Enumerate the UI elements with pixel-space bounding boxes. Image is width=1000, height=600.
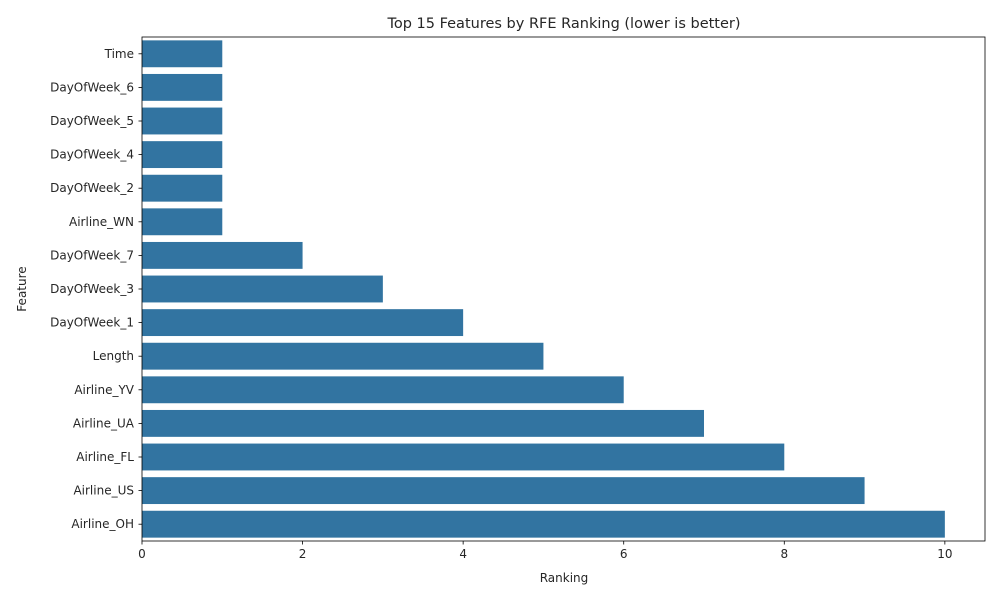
y-tick-label: DayOfWeek_1	[50, 316, 134, 330]
bar-airline-ua	[142, 409, 704, 437]
y-tick-label: Airline_UA	[73, 416, 135, 430]
bar-airline-fl	[142, 443, 785, 471]
plot-frame	[141, 36, 986, 542]
y-axis-label: Feature	[15, 266, 29, 311]
bar-dayofweek-4	[142, 141, 223, 169]
y-tick-label: DayOfWeek_7	[50, 248, 134, 262]
bar-airline-oh	[142, 510, 945, 538]
x-tick-label: 0	[138, 547, 146, 561]
bars-layer	[142, 40, 945, 538]
y-tick-label: Airline_OH	[71, 517, 134, 531]
x-tick-label: 4	[459, 547, 467, 561]
y-tick-label: Airline_WN	[69, 215, 134, 229]
x-tick-label: 2	[299, 547, 307, 561]
bar-dayofweek-6	[142, 73, 223, 101]
bar-dayofweek-7	[142, 241, 303, 269]
bar-dayofweek-2	[142, 174, 223, 202]
y-tick-label: DayOfWeek_2	[50, 181, 134, 195]
y-tick-label: Length	[93, 349, 134, 363]
y-tick-label: DayOfWeek_5	[50, 114, 134, 128]
y-axis-ticks: Time DayOfWeek_6 DayOfWeek_5 DayOfWeek_4 Day…	[50, 47, 142, 531]
bar-dayofweek-3	[142, 275, 383, 303]
x-axis-label: Ranking	[540, 571, 589, 585]
y-tick-label: Airline_YV	[74, 383, 134, 397]
x-tick-label: 6	[620, 547, 628, 561]
bar-airline-us	[142, 477, 865, 505]
y-tick-label: Time	[104, 47, 134, 61]
y-tick-label: DayOfWeek_6	[50, 80, 134, 94]
x-tick-label: 8	[780, 547, 788, 561]
x-axis-ticks: 0 2 4 6 8 10	[138, 541, 952, 561]
bar-dayofweek-5	[142, 107, 223, 135]
bar-airline-yv	[142, 376, 624, 404]
y-tick-label: DayOfWeek_3	[50, 282, 134, 296]
y-tick-label: Airline_FL	[76, 450, 134, 464]
bar-length	[142, 342, 544, 370]
y-tick-label: Airline_US	[73, 484, 134, 498]
chart-title: Top 15 Features by RFE Ranking (lower is…	[386, 16, 740, 32]
bar-airline-wn	[142, 208, 223, 236]
bar-dayofweek-1	[142, 309, 464, 337]
y-tick-label: DayOfWeek_4	[50, 148, 134, 162]
bar-time	[142, 40, 223, 68]
x-tick-label: 10	[937, 547, 952, 561]
